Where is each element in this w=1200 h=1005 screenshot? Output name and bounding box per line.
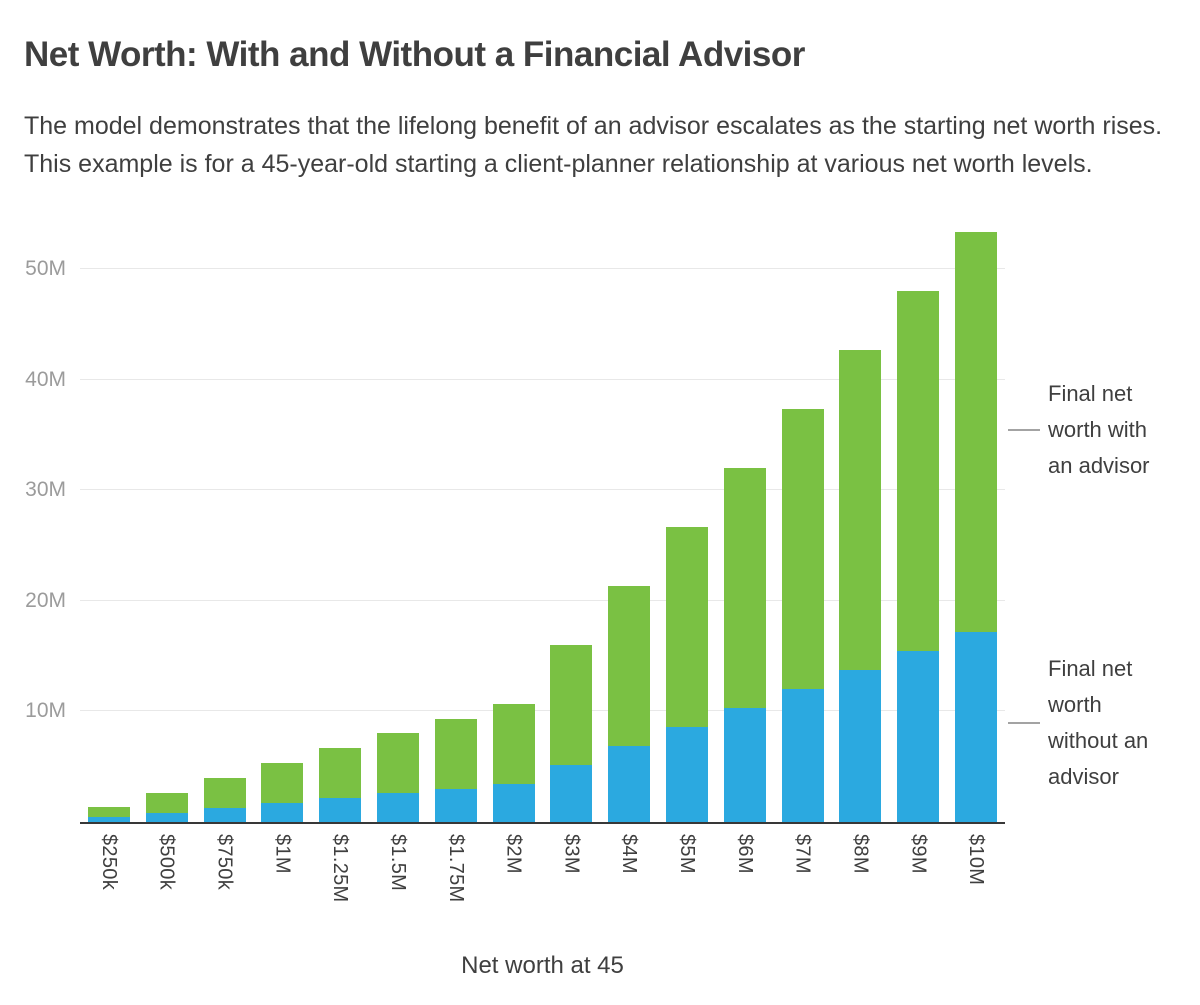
bar-segment-without-advisor <box>839 669 882 822</box>
x-tick-label: $750k <box>213 834 236 890</box>
bar-segment-with-advisor <box>492 703 535 784</box>
bar-segment-without-advisor <box>955 631 998 822</box>
bar-segment-without-advisor <box>87 817 130 822</box>
bar-segment-without-advisor <box>897 650 940 822</box>
x-tick-label: $10M <box>965 834 988 886</box>
bar-segment-without-advisor <box>434 788 477 822</box>
bar-segment-without-advisor <box>666 726 709 822</box>
bar-segment-with-advisor <box>376 733 419 794</box>
x-tick-label: $1.5M <box>386 834 409 892</box>
annotation-connector-with-advisor <box>1008 428 1040 431</box>
x-tick-label: $5M <box>676 834 699 874</box>
stacked-bar-plot-area: 10M 20M 30M 40M 50M $250k $500k $750k $1M $1.25M $… <box>25 225 1150 903</box>
annotation-label-with-advisor: Final net worth with an advisor <box>1048 380 1150 478</box>
x-tick-label: $2M <box>502 834 525 874</box>
x-tick-label: $500k <box>155 834 178 890</box>
chart-subtitle: The model demonstrates that the lifelong… <box>24 112 1163 178</box>
bar-segment-without-advisor <box>376 793 419 822</box>
x-tick-label: $6M <box>733 834 756 874</box>
x-tick-label: $4M <box>618 834 641 874</box>
bar-segment-without-advisor <box>723 707 766 822</box>
x-tick-label: $8M <box>849 834 872 874</box>
bar-segment-with-advisor <box>839 349 882 670</box>
gridline-10M <box>80 710 1005 712</box>
y-tick-label-40M: 40M <box>25 367 66 391</box>
bar-segment-with-advisor <box>897 290 940 651</box>
bar-segment-with-advisor <box>723 467 766 708</box>
bar-segment-with-advisor <box>434 718 477 789</box>
y-tick-label-20M: 20M <box>25 588 66 612</box>
bar-segment-with-advisor <box>550 644 593 765</box>
gridline-20M <box>80 599 1005 601</box>
x-tick-label: $1.75M <box>444 834 467 903</box>
gridline-30M <box>80 489 1005 491</box>
gridline-50M <box>80 268 1005 270</box>
x-axis-title: Net worth at 45 <box>461 952 624 979</box>
y-tick-label-30M: 30M <box>25 478 66 502</box>
bar-segment-with-advisor <box>319 748 362 799</box>
bar-segment-with-advisor <box>781 408 824 689</box>
annotation-connector-without-advisor <box>1008 721 1040 724</box>
x-tick-label: $9M <box>907 834 930 874</box>
x-tick-label: $1.25M <box>329 834 352 903</box>
bar-segment-without-advisor <box>319 798 362 822</box>
bar-segment-without-advisor <box>203 807 246 822</box>
bar-segment-with-advisor <box>145 792 188 813</box>
bar-segment-with-advisor <box>666 526 709 727</box>
y-tick-label-10M: 10M <box>25 699 66 723</box>
y-tick-label-50M: 50M <box>25 257 66 281</box>
bar-segment-with-advisor <box>955 231 998 632</box>
annotation-label-without-advisor: Final net worth without an advisor <box>1048 655 1149 789</box>
bar-segment-without-advisor <box>145 812 188 822</box>
x-tick-label: $1M <box>271 834 294 874</box>
x-tick-label: $3M <box>560 834 583 874</box>
x-tick-label: $7M <box>791 834 814 874</box>
bar-segment-with-advisor <box>87 807 130 818</box>
bar-segment-without-advisor <box>550 764 593 822</box>
bar-segment-without-advisor <box>261 803 304 822</box>
page-title: Net Worth: With and Without a Financial … <box>24 35 805 75</box>
bar-segment-without-advisor <box>608 745 651 822</box>
bar-segment-without-advisor <box>492 783 535 822</box>
bar-segment-with-advisor <box>261 762 304 803</box>
x-tick-label: $250k <box>97 834 120 890</box>
bar-segment-without-advisor <box>781 688 824 822</box>
bar-segment-with-advisor <box>203 777 246 808</box>
gridline-40M <box>80 378 1005 380</box>
bar-segment-with-advisor <box>608 585 651 746</box>
